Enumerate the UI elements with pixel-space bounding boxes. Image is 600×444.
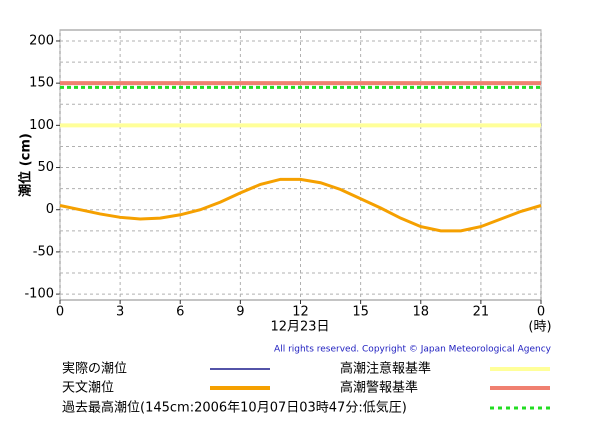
y-tick-label: 100 <box>29 118 54 133</box>
y-tick-label: -100 <box>24 287 54 302</box>
x-tick-label: 3 <box>116 305 124 320</box>
tide-line <box>59 177 542 233</box>
y-axis-label: 潮位 (cm) <box>18 133 34 197</box>
x-tick-label: 21 <box>473 305 490 320</box>
copyright: All rights reserved. Copyright © Japan M… <box>274 345 552 355</box>
legend-label: 実際の潮位 <box>62 361 127 377</box>
legend-label: 高潮注意報基準 <box>340 361 431 377</box>
x-tick-label: 6 <box>176 305 184 320</box>
x-tick-label: 15 <box>352 305 369 320</box>
y-tick-label: 150 <box>29 76 54 91</box>
x-tick-label: 12 <box>292 305 309 320</box>
y-tick-label: 0 <box>46 202 54 217</box>
legend-label: 高潮警報基準 <box>340 380 418 396</box>
y-tick-label: 50 <box>37 160 54 175</box>
x-axis-label: 12月23日 <box>270 320 329 335</box>
y-tick-label: -50 <box>33 244 54 259</box>
x-unit: (時) <box>528 320 551 335</box>
legend-label: 天文潮位 <box>62 381 114 396</box>
y-tick-label: 200 <box>29 33 54 48</box>
x-tick-label: 18 <box>412 305 429 320</box>
x-tick-label: 0 <box>56 305 64 320</box>
legend-label: 過去最高潮位(145cm:2006年10月07日03時47分:低気圧) <box>62 400 407 416</box>
x-tick-label: 9 <box>236 305 244 320</box>
x-tick-label: 0 <box>537 305 545 320</box>
